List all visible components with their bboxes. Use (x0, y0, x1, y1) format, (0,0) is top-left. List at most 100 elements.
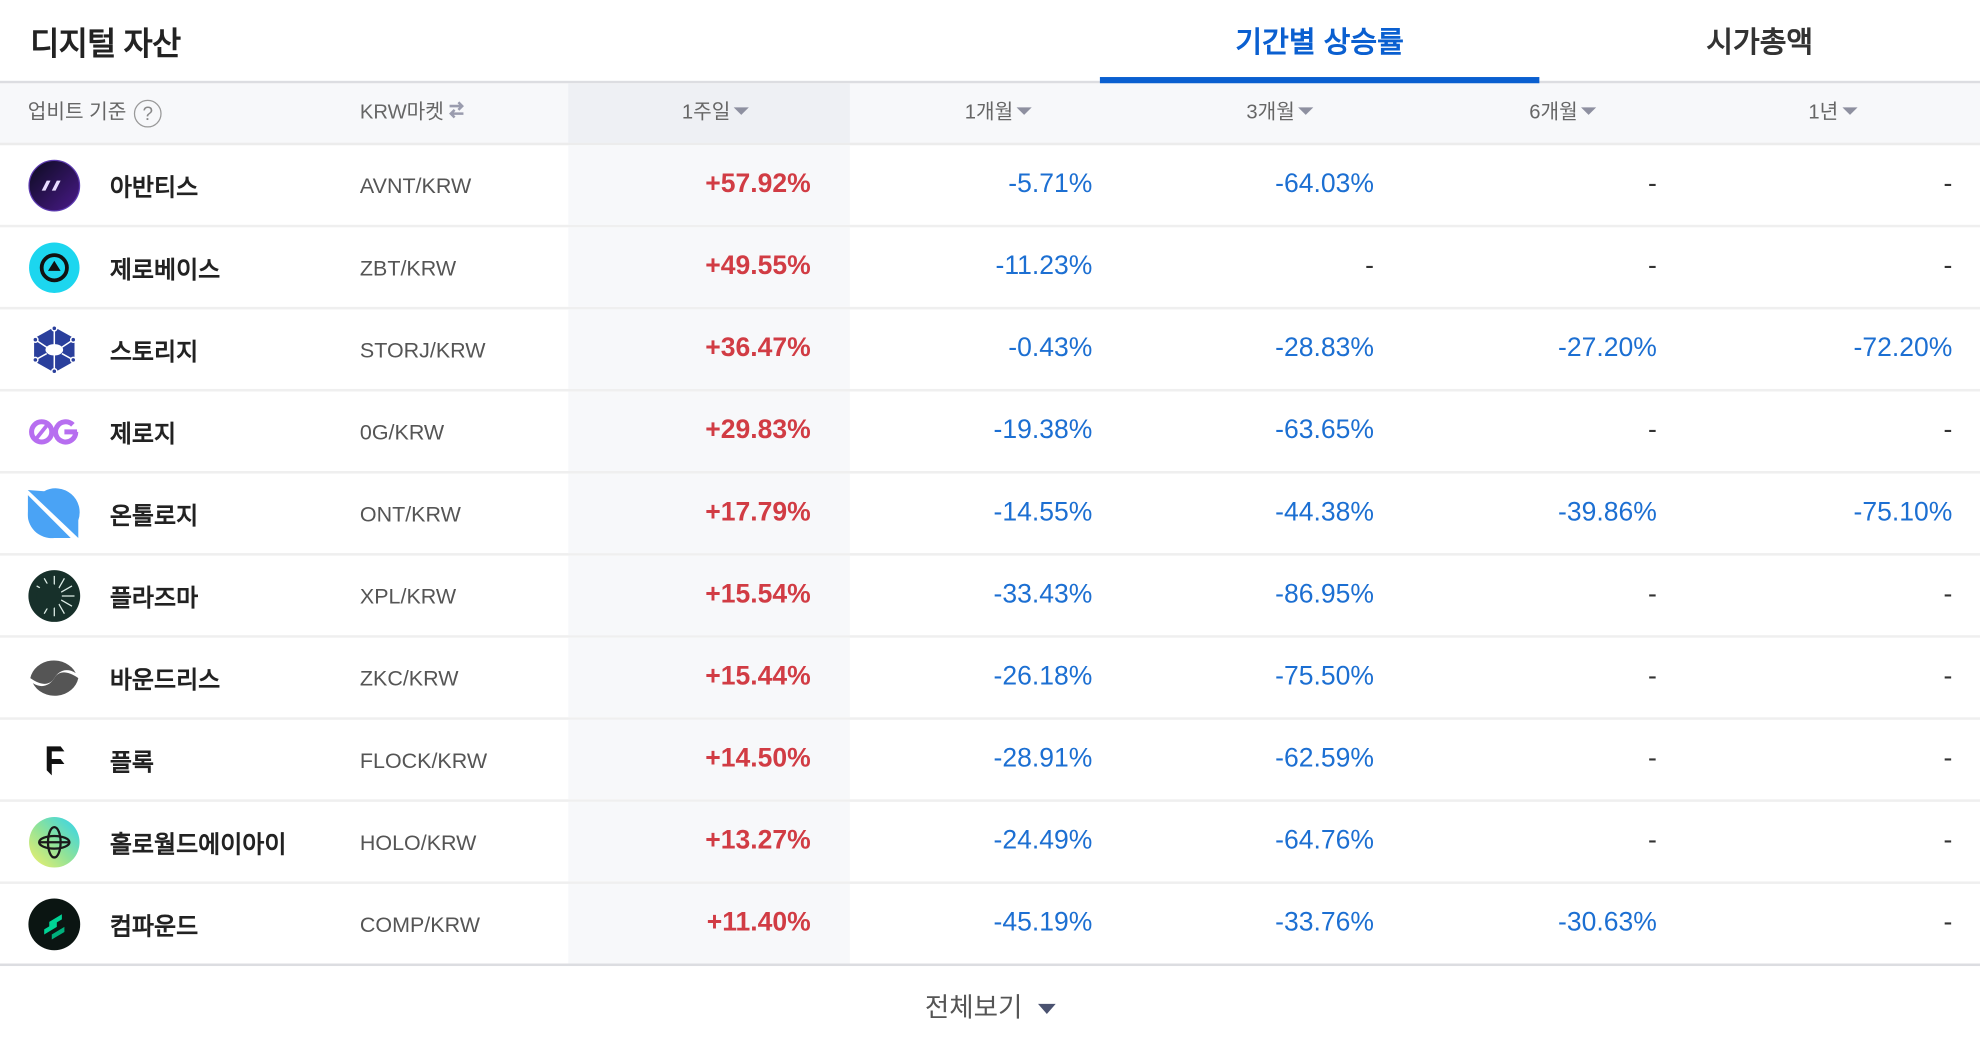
table-header: 업비트 기준? KRW마켓 1주일 1개월 3개월 6개월 1년 (0, 83, 1980, 146)
selected-column-bg (568, 227, 850, 307)
selected-column-bg (568, 309, 850, 389)
view-all-label: 전체보기 (924, 993, 1023, 1023)
table-row[interactable]: 온톨로지 ONT/KRW +17.79% -14.55% -44.38% -39… (0, 473, 1980, 556)
return-6month: -30.63% (1558, 907, 1657, 937)
return-3month: -28.83% (1275, 333, 1374, 363)
table-row[interactable]: 컴파운드 COMP/KRW +11.40% -45.19% -33.76% -3… (0, 883, 1980, 967)
sort-1month[interactable]: 1개월 (964, 83, 1033, 142)
view-all-button[interactable]: 전체보기 (924, 988, 1056, 1026)
return-3month: -75.50% (1275, 661, 1374, 691)
storj-icon (32, 325, 77, 375)
return-1year: - (1943, 251, 1953, 281)
asset-pair: 0G/KRW (359, 420, 445, 445)
return-1week: +17.79% (705, 497, 811, 527)
zerobase-icon (29, 242, 80, 293)
sort-6month-label: 6개월 (1529, 102, 1578, 124)
asset-pair: COMP/KRW (359, 913, 480, 937)
return-1year: - (1943, 415, 1953, 445)
swap-arrows-icon[interactable] (449, 84, 467, 143)
asset-pair: ONT/KRW (359, 502, 461, 527)
return-6month: - (1647, 169, 1657, 199)
caret-down-icon (1581, 107, 1597, 116)
table-row[interactable]: 플라즈마 XPL/KRW +15.54% -33.43% -86.95% - - (0, 555, 1980, 638)
list-footer: 전체보기 (0, 966, 1980, 1046)
return-1year: - (1943, 661, 1953, 691)
asset-name[interactable]: 온톨로지 (109, 503, 199, 531)
basis-label-cell: 업비트 기준? (28, 83, 162, 142)
asset-name[interactable]: 바운드리스 (109, 668, 221, 695)
return-6month: -39.86% (1558, 497, 1657, 527)
asset-name[interactable]: 제로지 (109, 421, 177, 449)
asset-name[interactable]: 홀로월드에이아이 (109, 832, 287, 859)
return-1year: - (1943, 743, 1953, 773)
asset-name[interactable]: 아반티스 (109, 175, 199, 203)
return-1month: -19.38% (993, 415, 1093, 445)
asset-name[interactable]: 플록 (109, 750, 155, 777)
return-1week: +49.55% (705, 251, 811, 281)
return-1month: -28.91% (993, 743, 1093, 773)
flock-icon (46, 746, 65, 776)
plasma-icon (28, 570, 81, 622)
sort-3month-label: 3개월 (1246, 102, 1295, 124)
table-row[interactable]: 홀로월드에이아이 HOLO/KRW +13.27% -24.49% -64.76… (0, 801, 1980, 884)
asset-pair: STORJ/KRW (359, 338, 486, 363)
return-1week: +29.83% (705, 415, 811, 445)
asset-name[interactable]: 플라즈마 (109, 585, 199, 613)
ontology-icon (27, 488, 80, 539)
table-row[interactable]: 스토리지 STORJ/KRW +36.47% -0.43% -28.83% -2… (0, 309, 1980, 392)
return-3month: -64.76% (1275, 825, 1374, 855)
table-row[interactable]: 아반티스 AVNT/KRW +57.92% -5.71% -64.03% - - (0, 145, 1980, 228)
return-1week: +15.44% (705, 661, 811, 691)
asset-name[interactable]: 제로베이스 (109, 257, 221, 285)
return-1week: +14.50% (705, 743, 811, 773)
return-1month: -11.23% (995, 251, 1093, 281)
sort-1year-label: 1년 (1808, 102, 1839, 124)
market-label: KRW마켓 (359, 102, 444, 124)
sort-6month[interactable]: 6개월 (1529, 83, 1597, 142)
return-6month: - (1647, 825, 1657, 855)
caret-down-icon (1037, 1004, 1056, 1015)
return-3month: -86.95% (1275, 579, 1374, 609)
return-1month: -33.43% (993, 579, 1093, 609)
sort-1month-label: 1개월 (964, 102, 1014, 124)
market-toggle[interactable]: KRW마켓 (360, 83, 467, 142)
return-1year: - (1943, 907, 1953, 937)
sort-1week[interactable]: 1주일 (681, 83, 750, 142)
return-1month: -14.55% (993, 497, 1093, 527)
sort-3month[interactable]: 3개월 (1246, 83, 1314, 142)
question-circle-icon[interactable]: ? (133, 99, 162, 128)
return-1year: - (1943, 825, 1953, 855)
return-6month: - (1647, 743, 1657, 773)
return-3month: - (1365, 251, 1374, 281)
selected-column-bg (568, 145, 850, 225)
return-3month: -44.38% (1275, 497, 1374, 527)
return-6month: - (1647, 661, 1657, 691)
table-row[interactable]: 제로지 0G/KRW +29.83% -19.38% -63.65% - - (0, 391, 1980, 474)
return-6month: - (1647, 251, 1657, 281)
table-row[interactable]: 바운드리스 ZKC/KRW +15.44% -26.18% -75.50% - … (0, 637, 1980, 720)
asset-pair: AVNT/KRW (359, 174, 472, 199)
sort-1week-label: 1주일 (681, 102, 731, 124)
return-3month: -63.65% (1275, 415, 1374, 445)
table-row[interactable]: 플록 FLOCK/KRW +14.50% -28.91% -62.59% - - (0, 719, 1980, 802)
sort-1year[interactable]: 1년 (1808, 83, 1858, 142)
tab-period-returns[interactable]: 기간별 상승률 (1099, 18, 1540, 84)
return-1week: +57.92% (705, 169, 811, 199)
asset-name[interactable]: 컴파운드 (109, 914, 199, 941)
page-title: 디지털 자산 (30, 26, 181, 62)
tab-market-cap[interactable]: 시가총액 (1706, 25, 1814, 59)
asset-pair: XPL/KRW (359, 584, 457, 609)
table-row[interactable]: 제로베이스 ZBT/KRW +49.55% -11.23% - - - (0, 227, 1980, 310)
return-3month: -33.76% (1275, 907, 1374, 937)
return-1week: +13.27% (705, 825, 811, 855)
return-6month: -27.20% (1558, 333, 1657, 363)
asset-pair: ZBT/KRW (359, 256, 457, 281)
selected-column-bg (568, 473, 850, 554)
selected-column-bg (568, 801, 850, 882)
basis-label: 업비트 기준 (27, 102, 127, 124)
asset-list: 아반티스 AVNT/KRW +57.92% -5.71% -64.03% - -… (0, 145, 1980, 967)
asset-pair: HOLO/KRW (359, 830, 477, 855)
selected-column-bg (568, 391, 850, 472)
asset-name[interactable]: 스토리지 (109, 339, 199, 367)
return-1year: - (1943, 579, 1953, 609)
